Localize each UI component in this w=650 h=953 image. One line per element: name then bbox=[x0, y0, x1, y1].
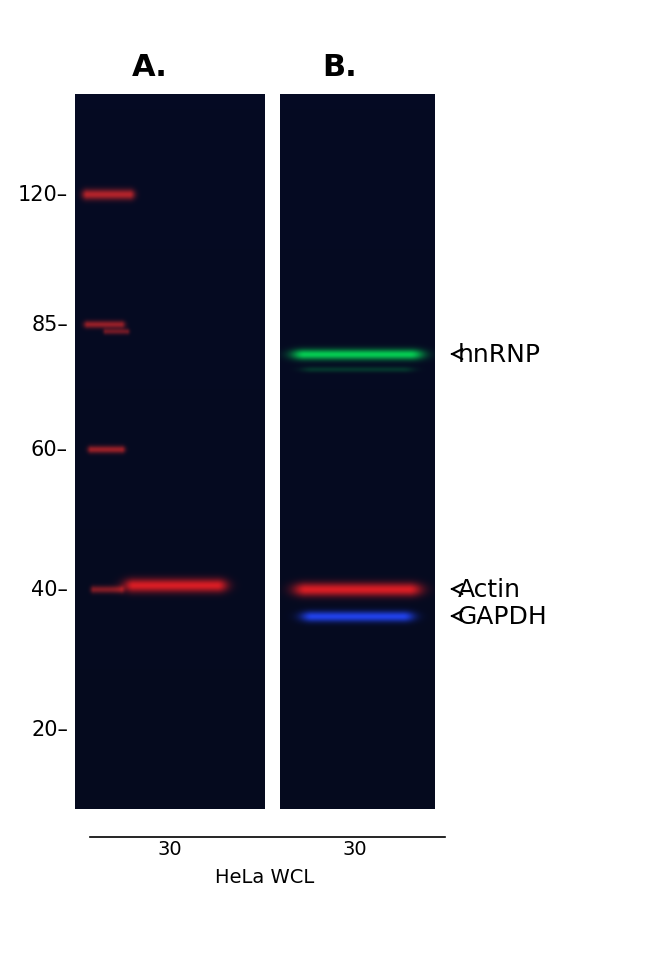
Text: GAPDH: GAPDH bbox=[452, 604, 548, 628]
Text: HeLa WCL: HeLa WCL bbox=[215, 867, 315, 886]
Text: 30: 30 bbox=[343, 840, 367, 859]
Text: Actin: Actin bbox=[452, 578, 521, 601]
Text: 30: 30 bbox=[158, 840, 182, 859]
Text: 40–: 40– bbox=[31, 579, 68, 599]
Text: hnRNP: hnRNP bbox=[452, 343, 541, 367]
Text: 20–: 20– bbox=[31, 720, 68, 740]
Text: 120–: 120– bbox=[18, 185, 68, 205]
Text: A.: A. bbox=[132, 53, 168, 82]
Text: 85–: 85– bbox=[31, 314, 68, 335]
Text: 60–: 60– bbox=[31, 439, 68, 459]
Text: B.: B. bbox=[322, 53, 358, 82]
